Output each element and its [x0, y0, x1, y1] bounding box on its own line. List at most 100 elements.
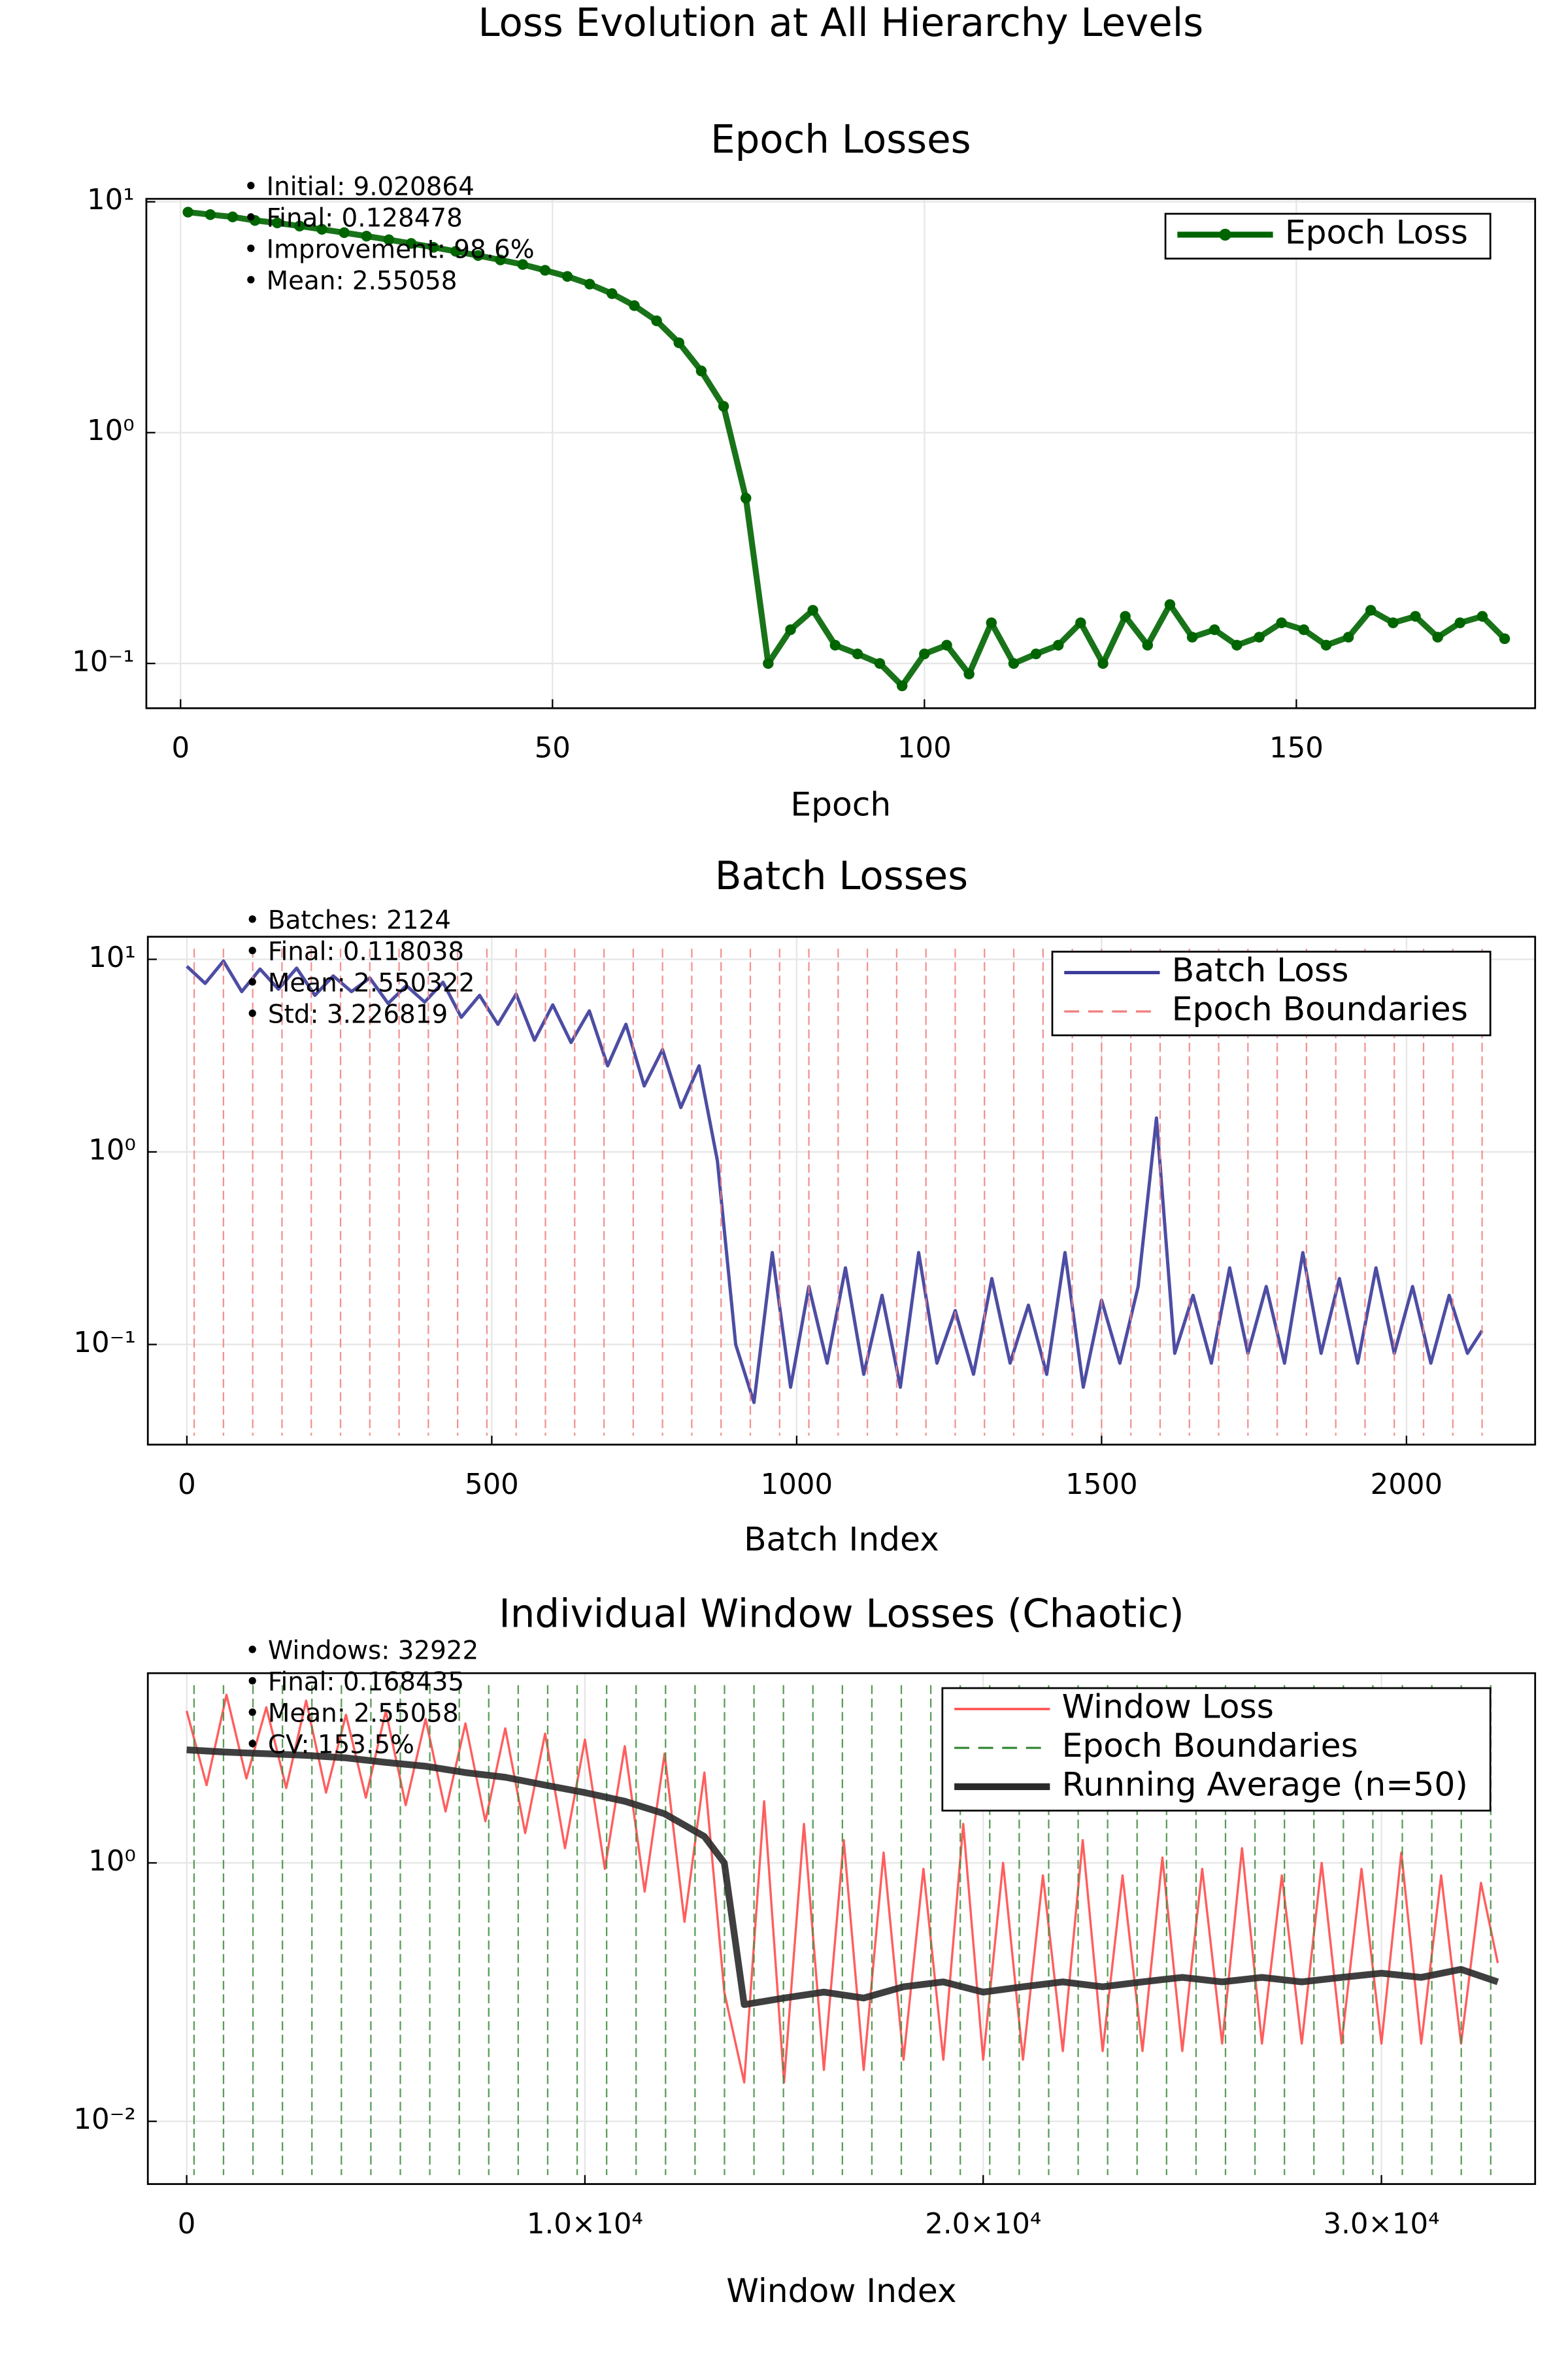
series-marker [807, 605, 818, 616]
legend-label: Window Loss [1062, 1687, 1274, 1726]
series-marker [584, 279, 595, 290]
y-tick-label: 10⁰ [88, 1134, 136, 1166]
y-tick-label: 10⁻² [73, 2103, 136, 2136]
x-tick-label: 1500 [1065, 1468, 1137, 1501]
x-tick-label: 0 [171, 732, 190, 765]
series-marker [673, 337, 685, 348]
annotation: • Windows: 32922 [245, 1636, 479, 1666]
subplot: Epoch Losses Epoch 0 50 100 150 10⁻¹ 10⁰ 10¹ • In… [72, 117, 1537, 824]
series-marker [1164, 599, 1176, 610]
annotation: • Final: 0.118038 [245, 937, 464, 966]
subplot-title: Epoch Losses [710, 117, 971, 162]
annotation: • Initial: 9.020864 [243, 173, 474, 202]
series-marker [852, 648, 863, 660]
series-marker [1410, 611, 1421, 622]
x-tick-label: 1.0×10⁴ [527, 2208, 643, 2241]
annotation: • Mean: 2.550322 [245, 968, 475, 998]
plot-frame [146, 1672, 1537, 2185]
y-tick-label: 10¹ [88, 941, 136, 974]
series-marker [205, 209, 216, 220]
figure-title: Loss Evolution at All Hierarchy Levels [478, 1, 1203, 46]
legend-label: Batch Loss [1172, 951, 1349, 989]
series-marker [1276, 617, 1287, 628]
x-axis-label: Window Index [726, 2271, 956, 2310]
legend-label: Epoch Boundaries [1172, 990, 1468, 1028]
series-marker [963, 668, 975, 680]
series-marker [1432, 632, 1443, 643]
subplot: Batch Losses Batch Index 0 500 1000 1500 2000 1… [73, 854, 1537, 1559]
legend-label: Epoch Loss [1285, 212, 1468, 251]
annotation: • Mean: 2.55058 [245, 1699, 459, 1729]
series-marker [941, 639, 952, 651]
plot-frame [146, 936, 1537, 1446]
series-marker [919, 648, 930, 660]
series-line [186, 959, 1484, 1404]
series-marker [1209, 624, 1220, 635]
series-marker [896, 680, 908, 692]
series-marker [316, 224, 327, 235]
x-tick-label: 2000 [1371, 1468, 1443, 1501]
annotation: • Final: 0.128478 [243, 204, 462, 233]
x-tick-label: 50 [535, 732, 571, 765]
series-marker [450, 246, 461, 257]
series-marker [1298, 624, 1310, 635]
series-marker [1120, 611, 1131, 622]
x-tick-label: 0 [178, 2208, 196, 2241]
annotation: • Batches: 2124 [245, 906, 451, 935]
series-marker [561, 271, 573, 282]
series-marker [1008, 658, 1020, 669]
series-marker [1499, 633, 1510, 645]
series-marker [361, 230, 373, 242]
y-tick-label: 10⁻¹ [73, 1327, 136, 1359]
series-marker [249, 215, 261, 226]
series-marker [718, 401, 729, 412]
series-marker [383, 234, 395, 245]
legend-label: Running Average (n=50) [1062, 1765, 1468, 1803]
x-tick-label: 3.0×10⁴ [1324, 2208, 1440, 2241]
x-tick-label: 150 [1269, 732, 1324, 765]
legend-marker [1219, 228, 1231, 241]
annotation: • Std: 3.226819 [245, 1000, 448, 1029]
series-marker [473, 250, 484, 262]
series-marker [227, 211, 239, 223]
series-marker [785, 624, 796, 635]
plot-frame [145, 197, 1537, 709]
series-marker [271, 217, 283, 229]
series-marker [1388, 617, 1399, 628]
x-tick-label: 100 [897, 732, 952, 765]
x-tick-label: 2.0×10⁴ [925, 2208, 1041, 2241]
series-marker [1075, 617, 1086, 628]
series-marker [1231, 639, 1243, 651]
series-marker [986, 617, 997, 628]
series-marker [1030, 648, 1042, 660]
series-marker [182, 207, 193, 218]
annotation: • CV: 153.5% [245, 1731, 414, 1760]
plot-area [185, 1685, 1499, 2175]
y-tick-label: 10⁻¹ [72, 645, 135, 678]
series-marker [1454, 617, 1466, 628]
series-marker [829, 639, 841, 651]
series-marker [1142, 639, 1154, 651]
series-line [185, 1693, 1499, 2084]
x-tick-label: 0 [178, 1468, 196, 1501]
x-tick-label: 500 [465, 1468, 519, 1501]
series-marker [1254, 632, 1265, 643]
series-marker [1052, 639, 1064, 651]
subplot: Individual Window Losses (Chaotic) Window… [73, 1591, 1537, 2310]
series-line [186, 1746, 1499, 2008]
annotation: • Final: 0.168435 [245, 1668, 464, 1697]
annotation: • Improvement: 98.6% [243, 235, 534, 265]
series-marker [294, 220, 305, 231]
y-tick-label: 10⁰ [88, 1845, 136, 1878]
series-marker [740, 492, 752, 504]
legend: Epoch Loss [1164, 212, 1492, 260]
series-marker [607, 288, 618, 299]
annotation: • Mean: 2.55058 [243, 267, 457, 296]
plot-area [182, 207, 1510, 692]
y-tick-label: 10¹ [87, 184, 135, 216]
series-marker [629, 300, 640, 311]
series-marker [1320, 639, 1332, 651]
x-axis-label: Batch Index [744, 1520, 939, 1559]
